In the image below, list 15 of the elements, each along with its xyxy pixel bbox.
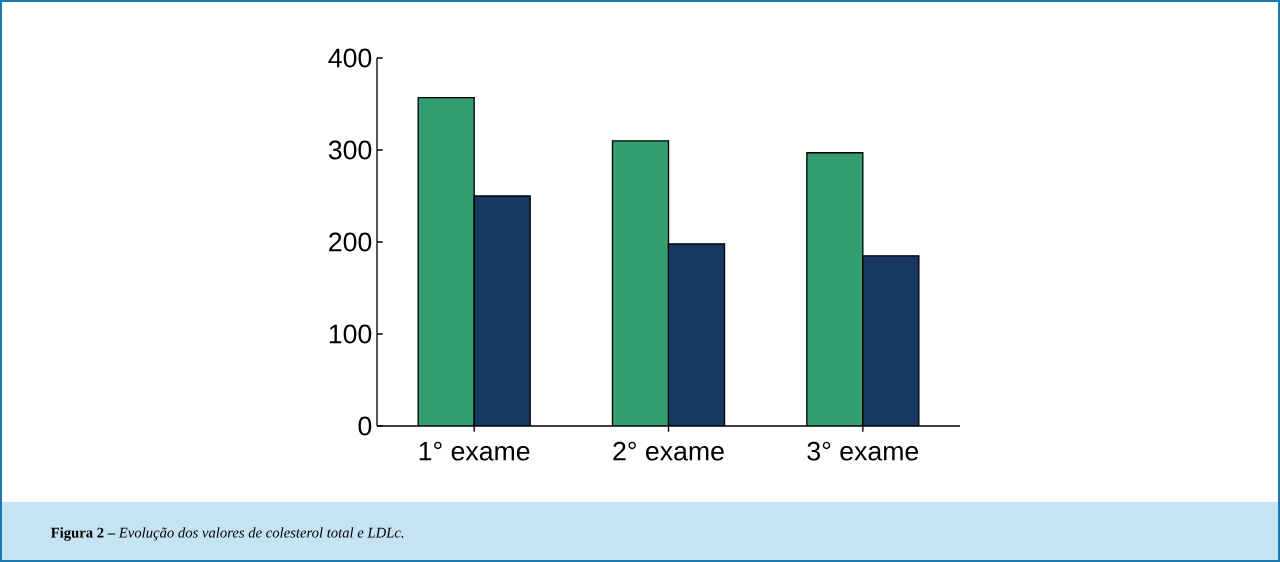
text: Figura 2 – Evolução dos valores de colesterol total e LDLc. [50, 527, 404, 541]
bar [806, 152, 864, 426]
x-tick-label: 1° exame [419, 441, 530, 461]
bar [474, 196, 531, 426]
y-tick-label: 200 [329, 232, 372, 252]
y-tick-label: 400 [328, 48, 372, 68]
bar [612, 140, 669, 426]
x-tick-label: 2° exame [613, 441, 724, 461]
bar [418, 97, 475, 426]
bar [862, 255, 920, 426]
x-tick-label: 3° exame [807, 441, 919, 461]
y-tick-label: 300 [328, 140, 372, 160]
y-tick-label: 100 [329, 324, 372, 344]
bar [668, 243, 725, 426]
y-tick-label: 0 [358, 416, 372, 436]
